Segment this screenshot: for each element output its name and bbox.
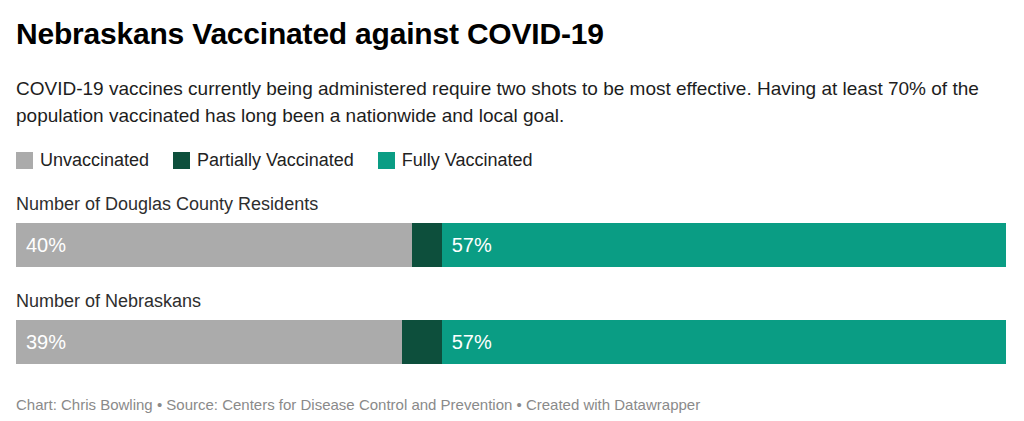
legend-label: Fully Vaccinated — [402, 150, 533, 171]
bar-segment-value-label: 57% — [442, 234, 492, 257]
bar-segment-partially-vaccinated — [402, 320, 442, 364]
bar-row-label: Number of Nebraskans — [16, 290, 1006, 312]
bar-segment-unvaccinated: 39% — [16, 320, 402, 364]
chart-footer: Chart: Chris Bowling • Source: Centers f… — [16, 396, 1006, 414]
legend-item: Partially Vaccinated — [173, 150, 354, 171]
bar-segment-fully-vaccinated: 57% — [442, 223, 1006, 267]
bar-segment-unvaccinated: 40% — [16, 223, 412, 267]
legend-item: Unvaccinated — [16, 150, 149, 171]
bar-segment-fully-vaccinated: 57% — [442, 320, 1006, 364]
legend-swatch-icon — [16, 152, 33, 169]
stacked-bar-chart: Number of Douglas County Residents 40% 57%… — [16, 193, 1006, 364]
legend-swatch-icon — [173, 152, 190, 169]
bar-segment-partially-vaccinated — [412, 223, 442, 267]
bar-segment-value-label: 40% — [16, 234, 66, 257]
legend-item: Fully Vaccinated — [378, 150, 533, 171]
bar-segment-value-label: 39% — [16, 331, 66, 354]
legend-label: Unvaccinated — [40, 150, 149, 171]
stacked-bar: 39% 57% — [16, 320, 1006, 364]
legend-label: Partially Vaccinated — [197, 150, 354, 171]
bar-row-label: Number of Douglas County Residents — [16, 193, 1006, 215]
chart-container: Nebraskans Vaccinated against COVID-19 C… — [0, 16, 1024, 414]
stacked-bar: 40% 57% — [16, 223, 1006, 267]
bar-segment-value-label: 57% — [442, 331, 492, 354]
chart-subtitle: COVID-19 vaccines currently being admini… — [16, 75, 1001, 129]
legend: Unvaccinated Partially Vaccinated Fully Va… — [16, 150, 1006, 170]
chart-title: Nebraskans Vaccinated against COVID-19 — [16, 16, 1006, 52]
legend-swatch-icon — [378, 152, 395, 169]
